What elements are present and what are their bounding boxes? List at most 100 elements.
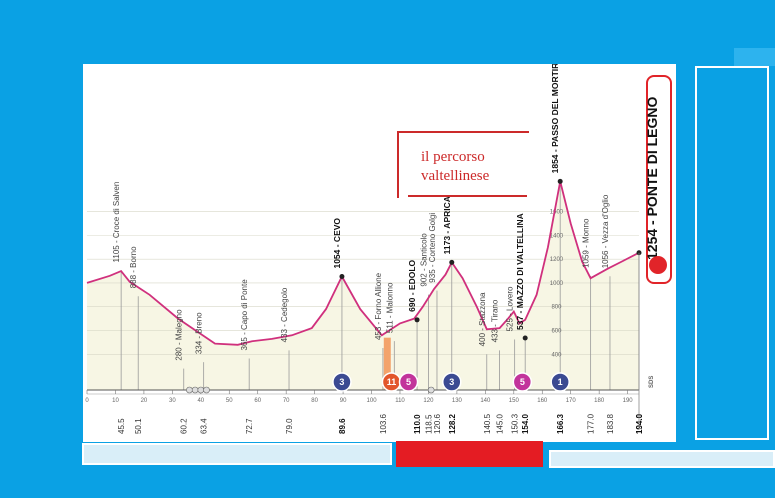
sprint-band xyxy=(383,337,391,390)
point-label: 1059 - Monno xyxy=(582,218,591,268)
x-tick-label: 0 xyxy=(85,398,89,404)
bike-finish-icon xyxy=(649,256,667,274)
category-badge xyxy=(512,372,533,392)
finish-label-box xyxy=(646,75,672,284)
point-label: 433 - Tirano xyxy=(491,299,500,342)
x-tick-label: 120 xyxy=(423,398,434,404)
x-tick-label: 140 xyxy=(480,398,491,404)
point-label: 280 - Malegno xyxy=(175,309,184,361)
point-label: 537 - MAZZO DI VALTELLINA xyxy=(515,213,525,330)
km-label: 63.4 xyxy=(200,418,209,434)
x-tick-label: 170 xyxy=(566,398,577,404)
x-tick-label: 80 xyxy=(311,398,318,404)
point-label: 433 - Cedegolo xyxy=(280,287,289,342)
km-label: 194.0 xyxy=(635,413,644,434)
x-tick-label: 160 xyxy=(537,398,548,404)
x-tick-label: 70 xyxy=(283,398,290,404)
bottom-bar-right xyxy=(549,450,775,468)
summit-marker xyxy=(522,335,528,341)
km-label: 50.1 xyxy=(134,418,143,434)
point-label: 1854 - PASSO DEL MORTIROLO xyxy=(550,64,560,173)
x-tick-label: 60 xyxy=(254,398,261,404)
km-label: 60.2 xyxy=(180,418,189,434)
intermediate-marker xyxy=(186,386,193,394)
profile-area xyxy=(87,181,639,390)
badge-label: 3 xyxy=(339,377,344,387)
elevation-profile-panel: 400 600 800 1000 1200 1400 1600 0 10 20 30 40 50 60 70… xyxy=(83,64,676,442)
right-tab xyxy=(734,48,775,66)
intermediate-marker xyxy=(197,386,205,394)
category-badge xyxy=(398,372,419,392)
y-tick-label: 1000 xyxy=(550,281,564,287)
y-tick-label: 1400 xyxy=(550,233,564,239)
y-tick-label: 400 xyxy=(551,352,562,358)
km-label: 166.3 xyxy=(556,413,565,434)
km-label: 145.0 xyxy=(496,413,505,434)
km-label: 128.2 xyxy=(448,413,457,434)
x-tick-label: 30 xyxy=(169,398,176,404)
category-badge xyxy=(550,372,570,392)
x-tick-label: 180 xyxy=(594,398,605,404)
point-label: 902 - Santicolo xyxy=(419,233,428,287)
x-tick-label: 20 xyxy=(141,398,148,404)
bottom-bar-highlight xyxy=(396,441,543,467)
x-tick-label: 130 xyxy=(452,398,463,404)
point-label: 935 - Corteno Golgi xyxy=(428,213,437,283)
x-tick-label: 10 xyxy=(112,398,119,404)
badge-label: 5 xyxy=(406,377,411,387)
km-label: 79.0 xyxy=(285,418,294,434)
point-label: 690 - EDOLO xyxy=(407,259,417,311)
intermediate-marker xyxy=(203,386,210,394)
x-tick-label: 100 xyxy=(367,398,378,404)
y-tick-label: 600 xyxy=(551,329,562,335)
point-label: 453 - Forno Allione xyxy=(374,272,383,340)
corner-label: SDS xyxy=(649,376,655,388)
km-label: 89.6 xyxy=(338,418,347,434)
point-label: 365 - Capo di Ponte xyxy=(240,279,249,351)
point-label: 1173 - APRICA xyxy=(442,196,452,254)
point-label: 400 - Stazzona xyxy=(478,292,487,346)
category-badge xyxy=(442,372,462,392)
right-panel xyxy=(695,66,769,440)
elevation-profile-chart: 400 600 800 1000 1200 1400 1600 0 10 20 30 40 50 60 70… xyxy=(85,64,655,434)
summit-marker xyxy=(449,259,455,265)
x-tick-label: 110 xyxy=(395,398,405,404)
summit-marker xyxy=(557,178,563,184)
km-label: 150.3 xyxy=(511,413,520,434)
profile-line xyxy=(86,181,640,346)
badge-label: 1 xyxy=(558,377,563,387)
point-label: 888 - Borno xyxy=(129,246,138,288)
km-label: 120.6 xyxy=(433,413,442,434)
badge-label: 3 xyxy=(449,377,454,387)
km-label: 103.6 xyxy=(379,413,388,434)
callout-text: il percorso valtellinese xyxy=(421,149,490,184)
category-badge xyxy=(332,372,352,392)
badge-label: 5 xyxy=(520,377,525,387)
point-label: 1054 - CEVO xyxy=(332,218,342,269)
point-label: 1056 - Vezza d'Oglio xyxy=(601,194,610,268)
finish-km-label: 194.0 xyxy=(635,413,644,434)
intermediate-marker xyxy=(191,386,199,394)
x-tick-label: 90 xyxy=(340,398,347,404)
x-tick-label: 150 xyxy=(509,398,520,404)
y-tick-label: 800 xyxy=(551,305,562,311)
km-label: 72.7 xyxy=(245,418,254,434)
km-label: 45.5 xyxy=(117,418,126,434)
km-label: 118.5 xyxy=(424,414,433,434)
km-label: 110.0 xyxy=(413,414,422,434)
point-label: 1105 - Croce di Salven xyxy=(112,182,121,263)
x-tick-label: 190 xyxy=(623,398,634,404)
intermediate-marker xyxy=(427,386,435,394)
point-label: 511 - Malonno xyxy=(385,282,394,333)
x-tick-label: 50 xyxy=(226,398,233,404)
summit-marker xyxy=(339,274,345,280)
km-label: 177.0 xyxy=(587,413,596,434)
point-label: 334 - Breno xyxy=(195,312,204,354)
km-label: 154.0 xyxy=(521,413,530,434)
km-label: 183.8 xyxy=(606,413,615,434)
point-label: 525 - Lovero xyxy=(506,286,515,331)
y-tick-label: 1200 xyxy=(550,257,564,263)
summit-marker xyxy=(414,317,420,323)
callout-bracket xyxy=(397,131,529,198)
bottom-bar-left xyxy=(82,443,392,465)
